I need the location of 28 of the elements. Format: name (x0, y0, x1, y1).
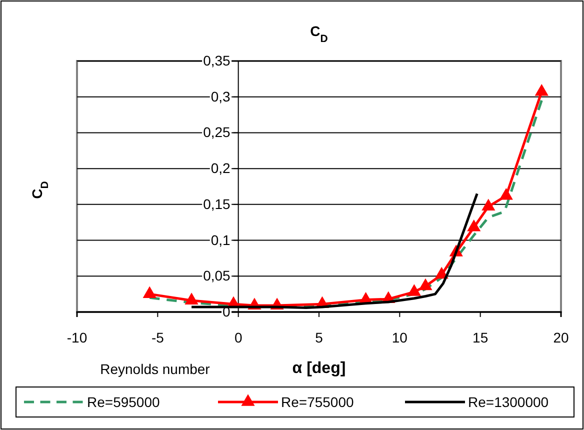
legend-label: Re=1300000 (468, 394, 549, 410)
y-tick-label: 0,3 (210, 88, 231, 104)
legend-label: Re=755000 (281, 394, 354, 410)
y-tick-label: 0,1 (210, 232, 231, 248)
x-tick-label: 0 (234, 329, 242, 346)
legend-title: Reynolds number (100, 361, 210, 377)
point (184, 292, 198, 304)
point (407, 284, 421, 296)
legend-label: Re=595000 (87, 394, 160, 410)
y-tick-label: 0,35 (203, 52, 231, 68)
chart-title: C$_{D}$ (310, 23, 328, 45)
y-tick-label: 0,2 (210, 160, 231, 176)
x-tick-label: 10 (392, 329, 408, 346)
point (482, 198, 496, 211)
x-tick-label: 20 (553, 329, 569, 346)
x-tick-label: 15 (472, 329, 488, 346)
point (418, 278, 432, 290)
point (467, 220, 481, 232)
y-tick-label: 0,25 (203, 124, 231, 140)
y-tick-label: 0,15 (203, 196, 231, 212)
point (499, 188, 513, 200)
point (534, 84, 548, 96)
x-tick-label: 5 (315, 329, 324, 346)
x-axis-title: α [deg] (292, 360, 346, 377)
y-tick-label: 0,05 (203, 268, 231, 284)
x-tick-label: -5 (151, 329, 164, 346)
point (142, 286, 156, 298)
x-tick-label: -10 (66, 329, 88, 346)
